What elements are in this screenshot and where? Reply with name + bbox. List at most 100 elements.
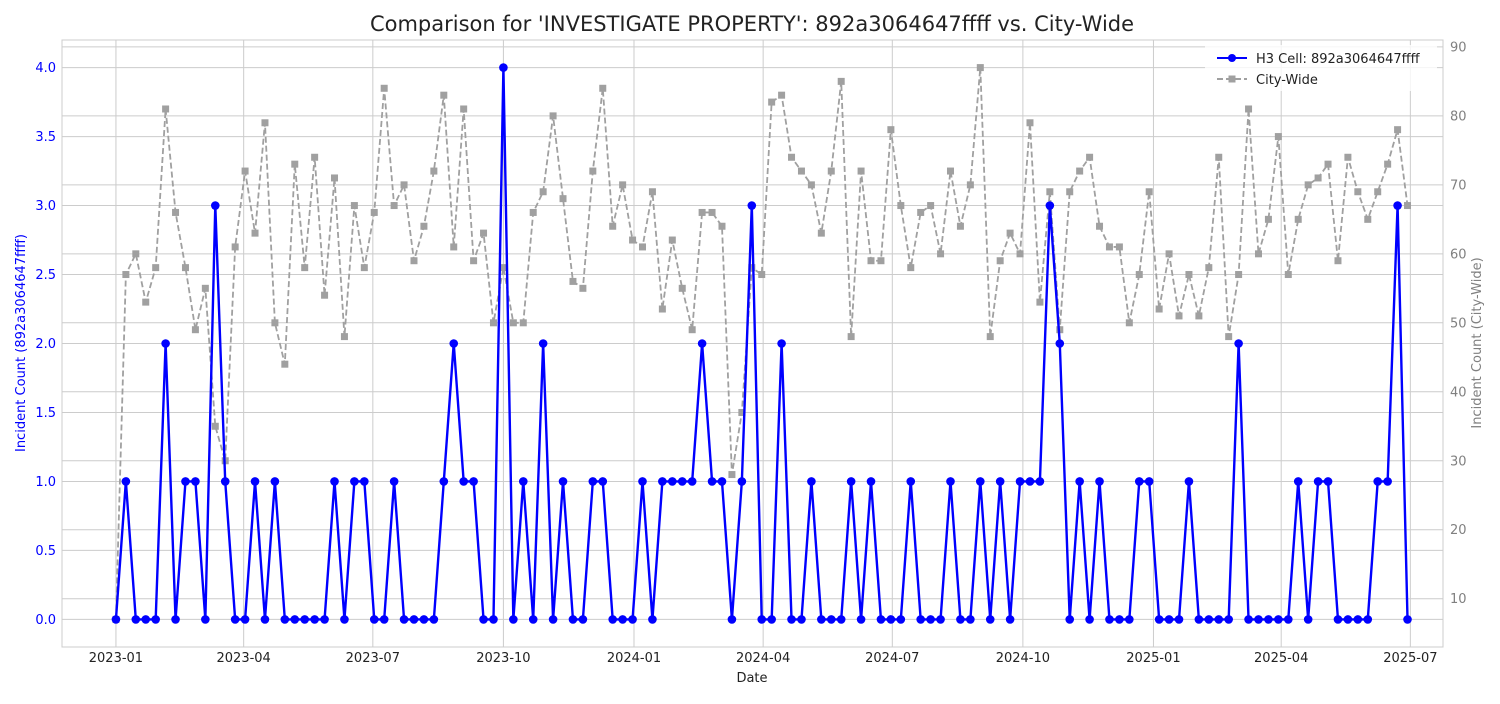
legend-h3-marker	[1228, 54, 1236, 62]
city-wide-point	[271, 319, 279, 327]
h3-cell-point	[608, 615, 617, 624]
city-wide-point	[1215, 153, 1223, 161]
city-wide-point	[797, 167, 805, 175]
y-left-tick-label: 4.0	[35, 61, 56, 76]
h3-cell-point	[846, 477, 856, 486]
city-wide-point	[837, 77, 845, 85]
city-wide-point	[241, 167, 249, 175]
h3-cell-point	[1065, 615, 1075, 624]
x-tick-label: 2023-04	[217, 651, 271, 666]
city-wide-point	[1314, 174, 1322, 182]
city-wide-point	[162, 105, 170, 113]
x-tick-label: 2023-01	[89, 651, 143, 666]
h3-cell-point	[1035, 477, 1045, 486]
city-wide-point	[390, 202, 398, 210]
city-wide-point	[1175, 312, 1183, 320]
city-wide-point	[450, 243, 458, 251]
h3-cell-point	[1164, 615, 1174, 624]
h3-cell-point	[906, 477, 916, 486]
h3-cell-point	[439, 477, 449, 486]
h3-cell-point	[936, 615, 945, 624]
h3-cell-point	[369, 615, 379, 624]
city-wide-point	[1225, 333, 1233, 341]
h3-cell-point	[320, 615, 329, 624]
h3-cell-point	[340, 615, 349, 624]
y-left-tick-label: 3.5	[35, 130, 56, 145]
h3-cell-point	[826, 615, 836, 624]
h3-cell-point	[1184, 477, 1194, 486]
city-wide-point	[370, 208, 378, 216]
city-wide-point	[857, 167, 865, 175]
city-wide-point	[1344, 153, 1352, 161]
y-right-tick-label: 40	[1450, 385, 1467, 400]
y-right-tick-label: 80	[1450, 109, 1467, 124]
h3-cell-point	[141, 615, 151, 624]
city-wide-point	[609, 222, 617, 230]
city-wide-point	[1294, 215, 1302, 223]
h3-cell-point	[1393, 201, 1402, 210]
legend-city-marker	[1228, 75, 1236, 83]
city-wide-point	[301, 264, 309, 272]
city-wide-point	[529, 208, 537, 216]
h3-cell-point	[1383, 477, 1392, 486]
x-axis-label: Date	[736, 671, 767, 686]
h3-cell-point	[1343, 615, 1353, 624]
city-wide-point	[986, 333, 994, 341]
city-wide-point	[281, 360, 289, 368]
h3-cell-point	[111, 615, 121, 624]
h3-cell-point	[588, 477, 598, 486]
h3-cell-point	[1075, 477, 1084, 486]
h3-cell-point	[459, 477, 468, 486]
h3-cell-point	[836, 615, 846, 624]
city-wide-point	[589, 167, 597, 175]
city-wide-point	[996, 257, 1004, 265]
city-wide-point	[211, 422, 219, 430]
city-wide-point	[201, 284, 209, 292]
right-y-axis-label: Incident Count (City-Wide)	[1470, 257, 1485, 428]
h3-cell-point	[1293, 477, 1303, 486]
city-wide-point	[619, 181, 627, 189]
h3-cell-point	[648, 615, 657, 624]
city-wide-point	[708, 208, 716, 216]
city-wide-point	[539, 188, 547, 196]
city-wide-point	[817, 229, 825, 237]
city-wide-point	[480, 229, 488, 237]
h3-cell-point	[578, 615, 588, 624]
h3-cell-point	[1204, 615, 1214, 624]
city-wide-point	[1125, 319, 1133, 327]
city-wide-point	[579, 284, 587, 292]
h3-cell-point	[230, 615, 240, 624]
city-wide-point	[321, 291, 329, 299]
city-wide-point	[1036, 298, 1044, 306]
city-wide-point	[937, 250, 945, 258]
y-left-tick-label: 0.0	[35, 613, 56, 628]
h3-cell-point	[389, 477, 399, 486]
h3-cell-point	[1194, 615, 1204, 624]
h3-cell-point	[1323, 477, 1333, 486]
h3-cell-point	[558, 477, 568, 486]
h3-cell-point	[1105, 615, 1114, 624]
h3-cell-point	[1085, 615, 1094, 624]
y-right-tick-label: 90	[1450, 40, 1467, 55]
city-wide-point	[1135, 271, 1143, 279]
h3-cell-point	[668, 477, 677, 486]
city-wide-point	[181, 264, 189, 272]
x-tick-label: 2024-04	[736, 651, 790, 666]
h3-cell-point	[1303, 615, 1313, 624]
h3-cell-point	[737, 477, 747, 486]
h3-cell-point	[330, 477, 339, 486]
h3-cell-point	[628, 615, 637, 624]
city-wide-point	[877, 257, 885, 265]
right-y-axis: 10 20 30 40 50 60 70 80 90	[1450, 40, 1467, 607]
h3-cell-point	[787, 615, 796, 624]
h3-cell-point	[310, 615, 319, 624]
city-wide-point	[380, 84, 388, 92]
city-wide-point	[172, 208, 180, 216]
city-wide-point	[340, 333, 348, 341]
city-wide-point	[1374, 188, 1382, 196]
h3-cell-point	[528, 615, 538, 624]
x-tick-label: 2025-01	[1126, 651, 1180, 666]
city-wide-point	[1046, 188, 1054, 196]
h3-cell-point	[1095, 477, 1104, 486]
